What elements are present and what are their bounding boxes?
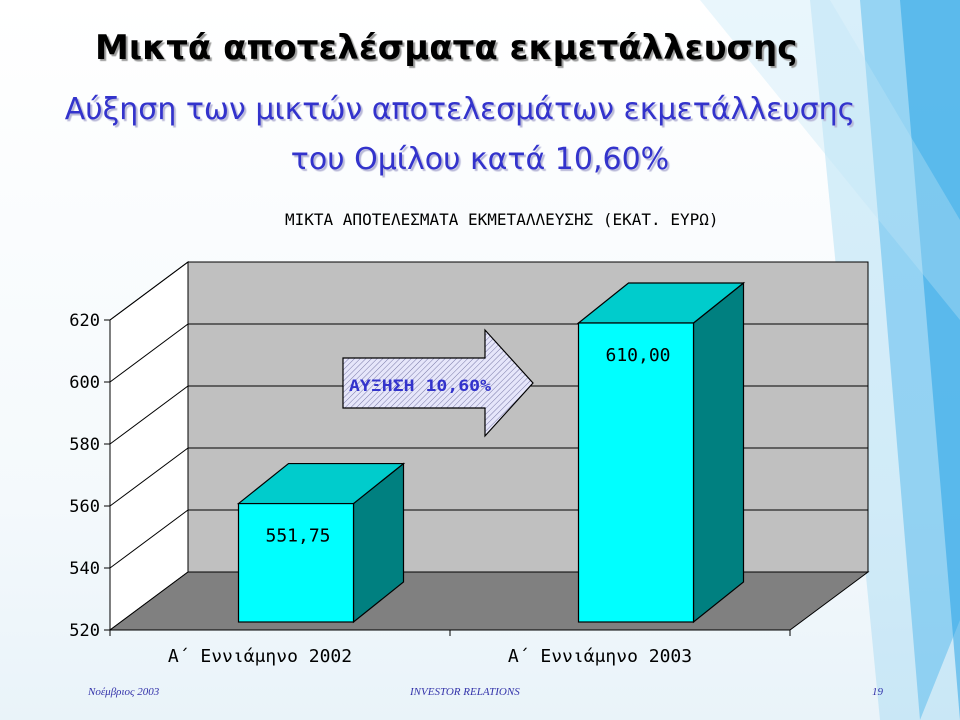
x-tick-label: Α΄ Εννιάμηνο 2002 xyxy=(168,646,352,667)
slide-title: Μικτά αποτελέσματα εκμετάλλευσης xyxy=(95,28,798,68)
gridline xyxy=(109,261,868,321)
y-tick-label: 560 xyxy=(69,497,100,517)
chart-side-wall xyxy=(109,261,189,631)
chart-floor xyxy=(108,571,870,631)
slide-subtitle-line2: του Ομίλου κατά 10,60% xyxy=(290,142,670,177)
bar xyxy=(237,502,355,623)
data-label: 551,75 xyxy=(265,526,330,547)
x-tick-label: Α΄ Εννιάμηνο 2003 xyxy=(508,646,692,667)
y-tick-label: 580 xyxy=(69,435,100,455)
growth-annotation: ΑΥΞΗΣΗ 10,60% xyxy=(349,376,491,395)
footer-date: Νοέμβριος 2003 xyxy=(88,686,160,698)
slide-subtitle-line1: Αύξηση των μικτών αποτελεσμάτων εκμετάλλ… xyxy=(64,92,856,127)
y-tick-label: 600 xyxy=(69,373,100,393)
data-label: 610,00 xyxy=(605,345,670,366)
bar xyxy=(577,322,695,623)
growth-arrow xyxy=(342,328,534,438)
footer-department: INVESTOR RELATIONS xyxy=(410,686,520,698)
bar-side xyxy=(692,281,745,624)
y-tick-label: 540 xyxy=(69,559,100,579)
y-tick-label: 620 xyxy=(69,311,100,331)
footer-page-number: 19 xyxy=(872,686,883,698)
y-tick-label: 520 xyxy=(69,621,100,641)
chart-title: ΜΙΚΤΑ ΑΠΟΤΕΛΕΣΜΑΤΑ ΕΚΜΕΤΑΛΛΕΥΣΗΣ (ΕΚΑΤ. … xyxy=(285,210,719,229)
